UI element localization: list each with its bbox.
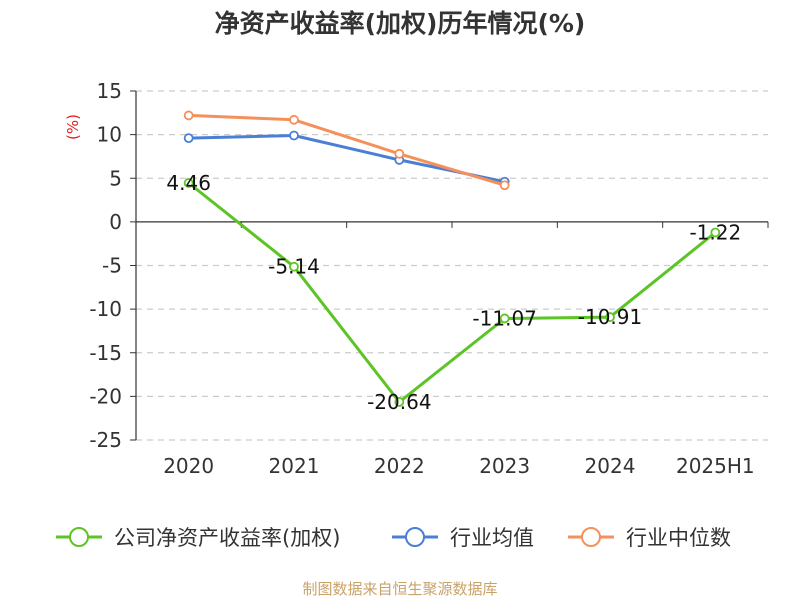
data-point <box>183 178 194 188</box>
data-label: 4.46 <box>166 171 211 195</box>
x-tick-label: 2020 <box>163 454 214 478</box>
data-point <box>499 180 510 191</box>
data-point <box>605 312 615 322</box>
series-line-0 <box>187 181 717 404</box>
data-labels: 4.46 -5.14 -20.64 -11.07 -10.91 -1.22 <box>166 171 741 414</box>
data-label: -10.91 <box>578 305 642 329</box>
legend[interactable]: 公司净资产收益率(加权) 行业均值 行业中位数 <box>56 526 731 550</box>
legend-item-1[interactable]: 行业均值 <box>392 526 534 550</box>
legend-label: 行业均值 <box>450 526 534 550</box>
legend-marker-icon <box>581 527 601 547</box>
legend-item-0[interactable]: 公司净资产收益率(加权) <box>56 526 340 550</box>
data-point <box>394 397 405 407</box>
legend-label: 公司净资产收益率(加权) <box>114 526 340 550</box>
data-label: -5.14 <box>268 255 320 279</box>
data-label: -1.22 <box>689 221 741 245</box>
data-point <box>183 110 194 121</box>
legend-marker-icon <box>405 527 425 547</box>
data-label: -20.64 <box>367 390 431 414</box>
x-tick-label: 2022 <box>374 454 425 478</box>
series-line-1 <box>188 134 506 184</box>
data-point <box>710 227 721 238</box>
data-point <box>289 114 299 125</box>
series-line-2 <box>188 113 506 187</box>
x-tick-label: 2024 <box>585 454 636 478</box>
y-axis-label: (%) <box>64 114 82 140</box>
data-label: -11.07 <box>472 306 536 330</box>
y-tick-label: 10 <box>97 123 122 147</box>
y-tick-label: -25 <box>89 428 122 452</box>
chart-title: 净资产收益率(加权)历年情况(%) <box>215 9 586 38</box>
data-point <box>394 148 405 159</box>
y-tick-label: 15 <box>97 79 122 103</box>
legend-label: 行业中位数 <box>626 526 731 550</box>
x-tick-label: 2021 <box>269 454 320 478</box>
data-point <box>499 313 510 324</box>
axes: 15 10 5 0 -5 -10 -15 -20 -25 2020 2021 2022 2023 2024… <box>89 79 769 478</box>
legend-item-2[interactable]: 行业中位数 <box>568 526 731 550</box>
data-source-note: 制图数据来自恒生聚源数据库 <box>302 580 497 598</box>
x-tick-label: 2023 <box>479 454 530 478</box>
y-tick-label: -5 <box>102 254 122 278</box>
legend-marker-icon <box>69 527 89 547</box>
y-tick-label: -15 <box>89 341 122 365</box>
series-layer <box>183 110 721 407</box>
data-point <box>183 133 194 144</box>
y-tick-label: 5 <box>109 166 122 190</box>
y-tick-label: -10 <box>89 297 122 321</box>
x-tick-label: 2025H1 <box>676 454 755 478</box>
data-point <box>289 130 299 141</box>
y-tick-label: 0 <box>109 210 122 234</box>
data-point <box>289 261 299 272</box>
y-tick-label: -20 <box>89 384 122 408</box>
